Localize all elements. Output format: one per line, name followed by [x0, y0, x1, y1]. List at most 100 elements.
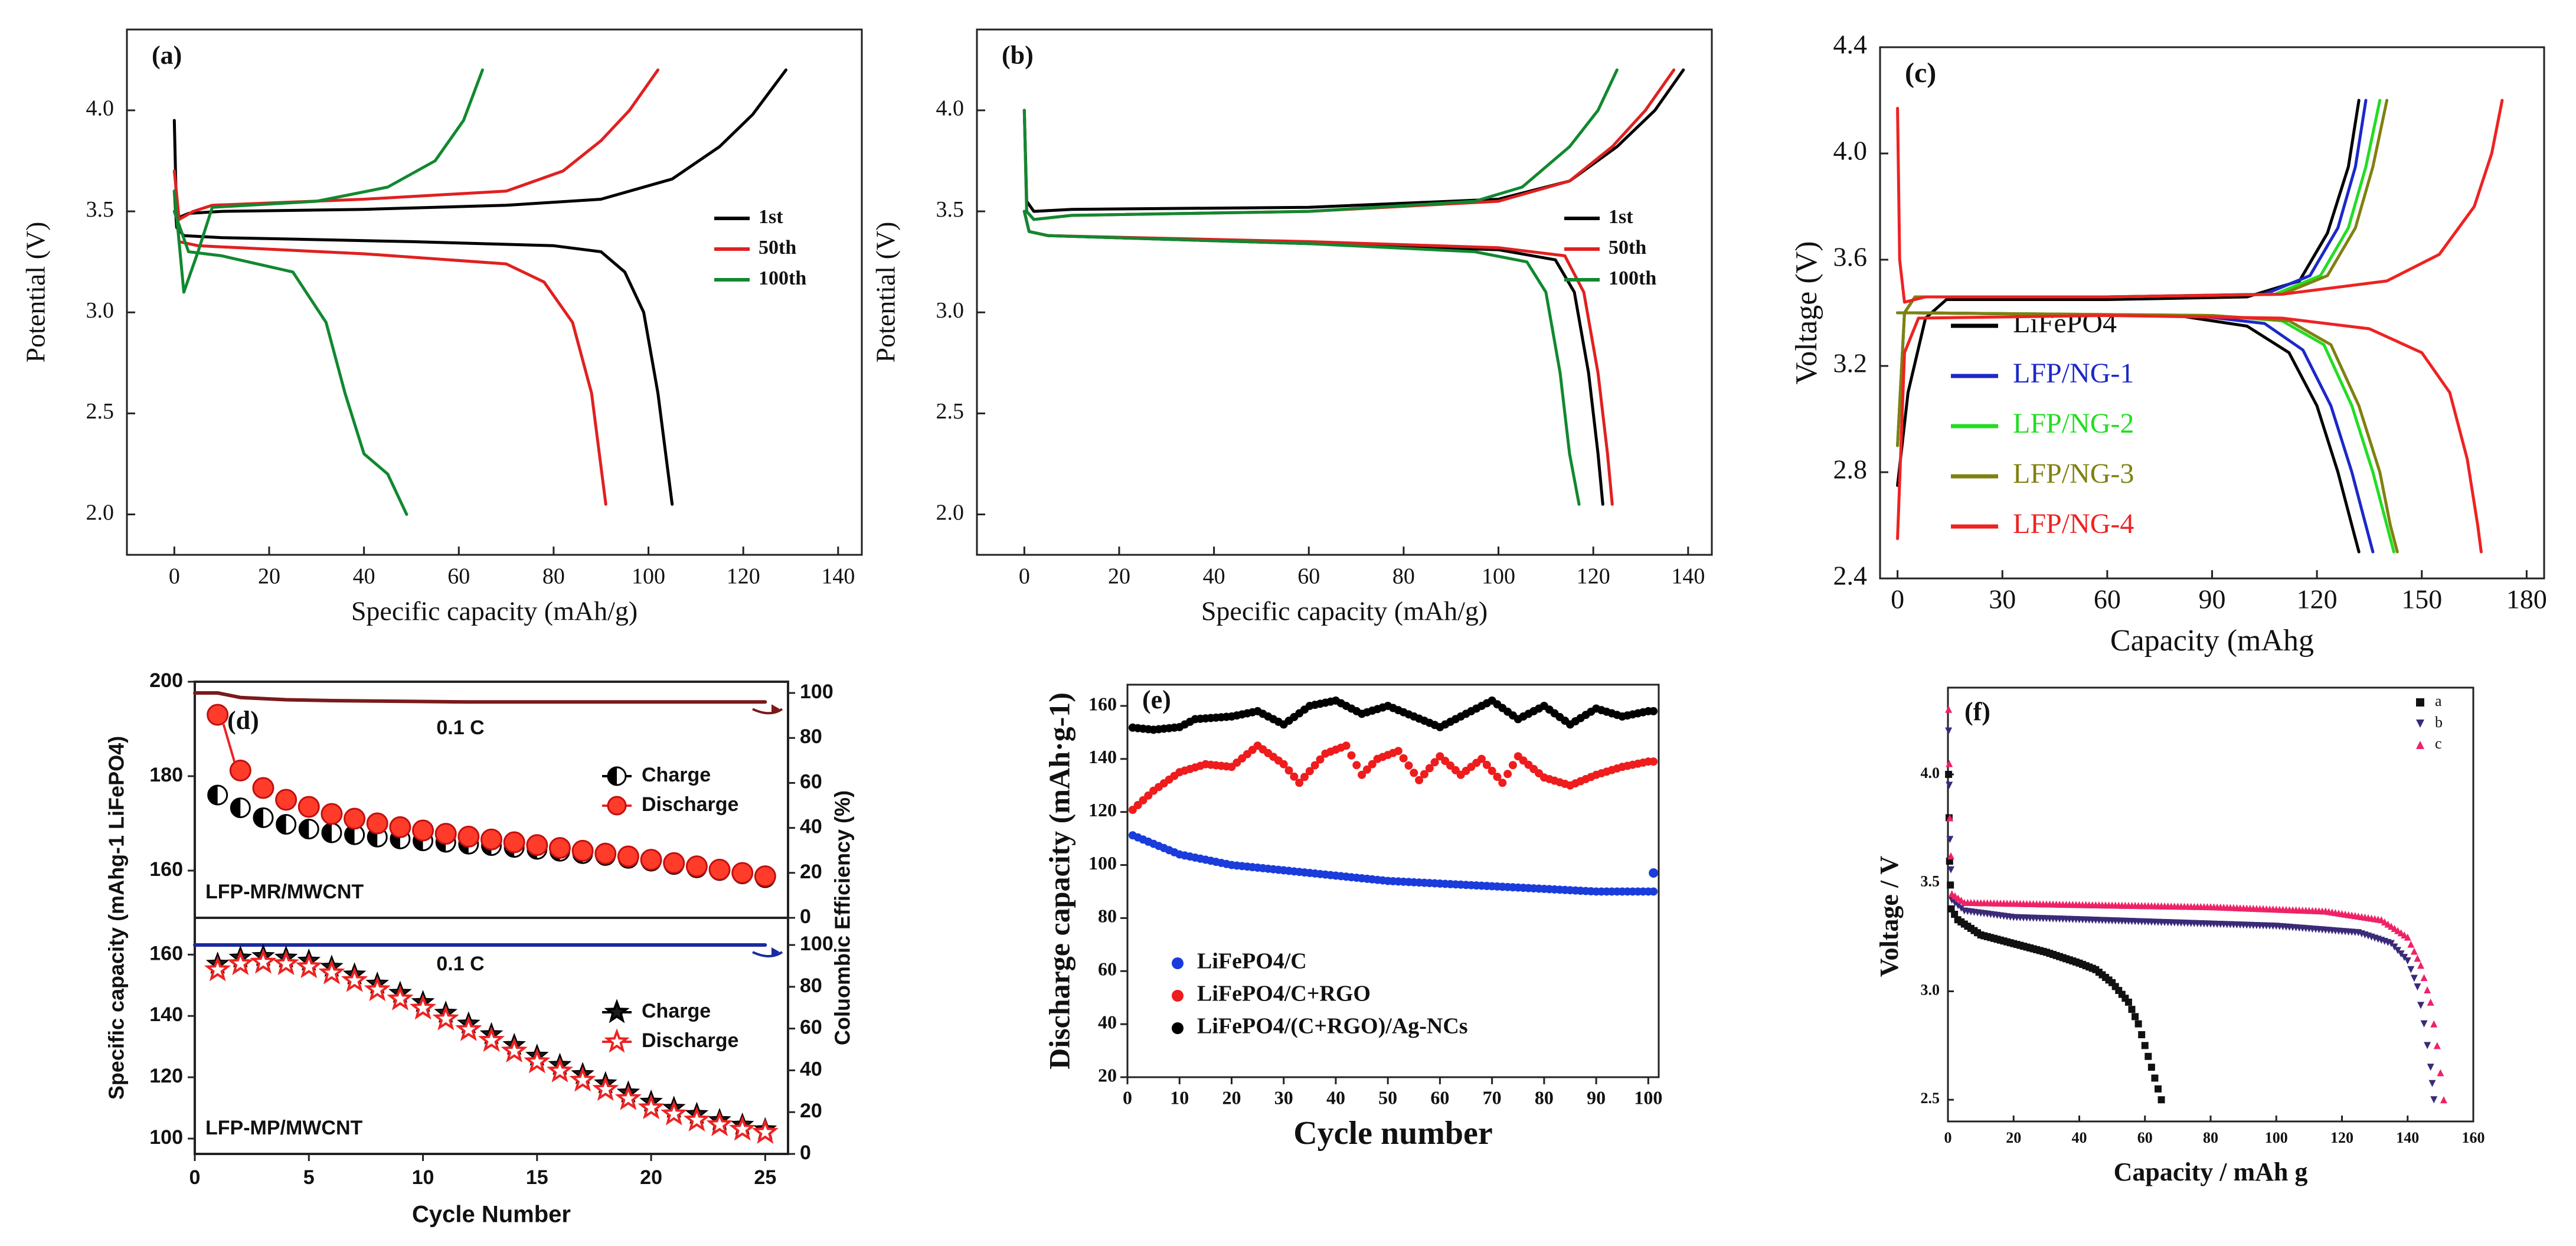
x-tick-label: 20	[2006, 1129, 2021, 1146]
discharge-connector	[222, 724, 236, 763]
y-tick-label: 3.5	[936, 197, 965, 222]
data-point	[250, 948, 277, 974]
data-point	[207, 704, 229, 726]
y-tick-label: 200	[149, 669, 183, 692]
data-point	[344, 807, 366, 830]
panel-label: (f)	[1964, 697, 1990, 726]
data-point	[1947, 866, 1955, 874]
legend-marker	[1172, 957, 1184, 969]
y-tick-label: 100	[1088, 852, 1117, 874]
x-tick-label: 100	[1482, 564, 1515, 589]
data-point	[1347, 751, 1356, 760]
data-point	[1508, 761, 1517, 770]
data-point	[661, 1100, 688, 1126]
data-point	[1310, 761, 1319, 770]
data-point	[1945, 771, 1953, 778]
axis-arrow	[752, 951, 783, 958]
panel-f: 0 20 40 60 80 100 120 140 160 2.5 3.0 3.5 4.0 (f) Capa…	[1875, 686, 2485, 1186]
data-point	[1394, 747, 1403, 756]
y-tick-label: 160	[149, 942, 183, 964]
data-point	[2410, 947, 2418, 955]
y-tick-label: 4.4	[1833, 30, 1868, 60]
legend-label: LiFePO4/C	[1197, 949, 1307, 974]
data-point	[2410, 974, 2418, 982]
data-point	[617, 845, 639, 868]
x-tick-label: 90	[1587, 1087, 1606, 1108]
data-point	[546, 1057, 573, 1083]
curve-LFP/NG-4	[1896, 99, 2504, 304]
y-tick-label: 160	[1088, 693, 1117, 714]
data-point	[1284, 766, 1293, 775]
y-tick-label: 100	[149, 1126, 183, 1149]
data-point	[1649, 707, 1658, 715]
legend-marker	[2416, 720, 2424, 728]
data-point	[1649, 868, 1659, 878]
data-point	[2417, 1002, 2424, 1009]
y-tick-label: 4.0	[86, 96, 115, 121]
data-point	[2427, 998, 2434, 1006]
x-tick-label: 40	[1203, 564, 1225, 589]
legend-label: LFP/NG-3	[2013, 458, 2134, 489]
y-tick-label: 3.2	[1833, 348, 1868, 378]
data-point	[1139, 796, 1148, 804]
legend-label: LiFePO4/(C+RGO)/Ag-NCs	[1197, 1014, 1468, 1039]
data-point	[1295, 779, 1304, 787]
data-point-fill	[231, 798, 241, 817]
data-point	[1649, 887, 1658, 896]
x-tick-label: 160	[2462, 1129, 2485, 1146]
data-point	[2430, 1096, 2438, 1104]
data-point	[1430, 758, 1439, 767]
axis-arrowhead	[772, 947, 780, 957]
legend-label: Discharge	[642, 1029, 738, 1052]
x-tick-label: 30	[1989, 584, 2016, 614]
data-point	[1316, 755, 1325, 764]
x-tick-label: 15	[526, 1166, 548, 1189]
panel-c: 0 30 60 90 120 150 180 2.4 2.8 3.2 3.6 4.0 4.4 (c) Cap…	[1790, 30, 2547, 658]
data-point	[501, 1037, 528, 1063]
data-point	[2151, 1074, 2159, 1082]
data-point	[2424, 986, 2431, 994]
axis-arrowhead	[772, 704, 780, 714]
data-point	[751, 1118, 779, 1144]
data-point	[227, 950, 254, 976]
data-point	[2404, 957, 2411, 965]
legend-marker-fill	[608, 767, 617, 785]
legend-marker	[607, 796, 627, 816]
data-point	[1342, 741, 1351, 750]
x-axis-label: Capacity / mAh g	[2114, 1157, 2308, 1186]
data-point	[2440, 1096, 2447, 1104]
data-point	[1420, 770, 1428, 779]
rate-label: 0.1 C	[436, 953, 484, 975]
data-point	[1358, 770, 1367, 779]
panel-label: (b)	[1002, 41, 1034, 70]
x-tick-label: 50	[1378, 1087, 1397, 1108]
data-point	[457, 825, 480, 848]
data-point	[1128, 806, 1137, 815]
y-tick-label: 3.0	[1921, 981, 1940, 998]
curve-LFP/NG-4	[1896, 314, 2483, 554]
curve-100th	[1022, 68, 1619, 221]
x-axis-label: Cycle number	[1293, 1115, 1493, 1152]
x-tick-label: 180	[2506, 584, 2547, 614]
data-point	[389, 816, 411, 838]
legend-marker	[604, 999, 630, 1023]
data-point	[2414, 954, 2421, 962]
y2-tick-label: 40	[800, 1058, 822, 1080]
legend-label: 50th	[1609, 237, 1646, 259]
data-point	[1404, 761, 1413, 770]
y-axis-label: Voltage / V	[1875, 856, 1904, 977]
x-tick-label: 80	[1392, 564, 1415, 589]
legend-label: 100th	[759, 267, 806, 289]
data-point	[1133, 800, 1142, 809]
y-tick-label: 3.5	[1921, 873, 1940, 890]
legend-marker	[2416, 741, 2424, 749]
data-point	[1482, 760, 1491, 769]
data-point	[548, 837, 571, 859]
curve-100th	[172, 68, 484, 294]
data-point	[592, 1075, 619, 1101]
panel-d: (d) Cycle Number Specific capacity (mAhg-1…	[104, 669, 855, 1228]
x-tick-label: 20	[1108, 564, 1130, 589]
data-point	[2157, 1096, 2165, 1104]
plot-frame	[976, 28, 1713, 556]
